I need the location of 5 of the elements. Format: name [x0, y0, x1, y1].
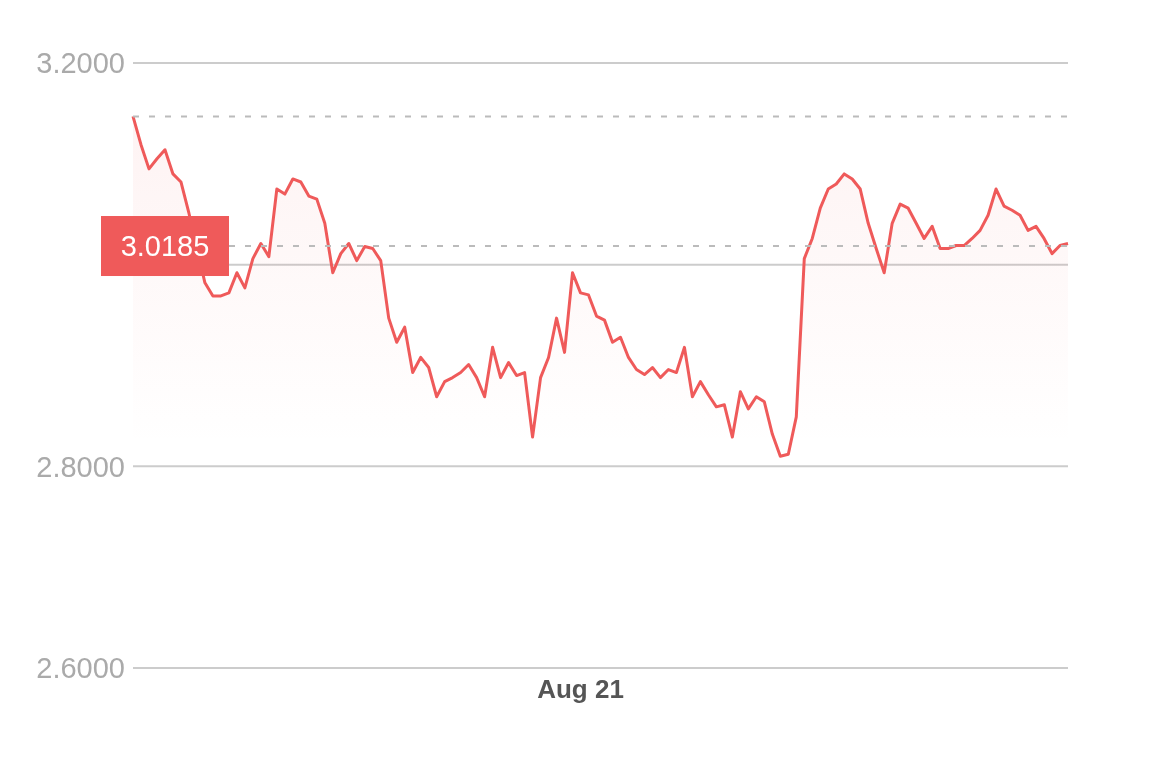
y-tick-label: 3.2000 [36, 47, 125, 80]
y-tick-label: 2.8000 [36, 450, 125, 483]
x-tick-label: Aug 21 [537, 674, 624, 704]
ref-line-label: 3.0185 [120, 230, 210, 263]
y-tick-label: 2.6000 [36, 652, 125, 685]
